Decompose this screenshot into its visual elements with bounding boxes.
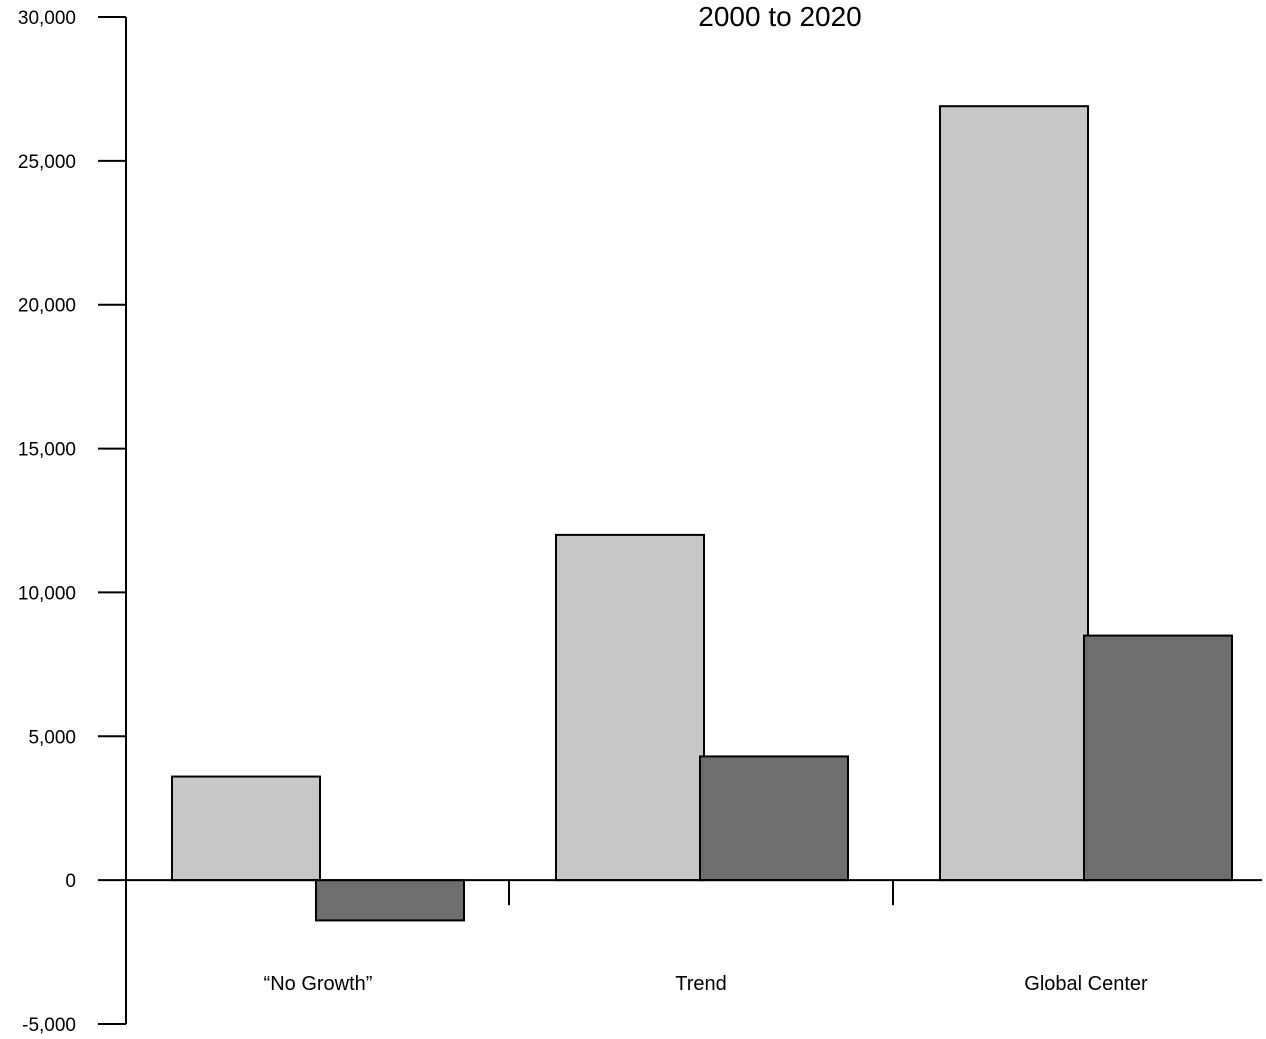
y-tick-label: 5,000 [28, 727, 76, 748]
y-tick-label: 15,000 [18, 440, 76, 461]
y-tick-label: 25,000 [18, 152, 76, 173]
chart-subtitle: 2000 to 2020 [698, 1, 862, 32]
bar-series-2-category-2 [699, 755, 849, 882]
axes-layer: 30,000 25,000 20,000 15,000 10,000 5,000 0 -5,0… [18, 8, 1262, 1036]
y-tick-label: 10,000 [18, 583, 76, 604]
bar-series-2-category-1 [315, 879, 465, 922]
x-category-label: Trend [675, 973, 727, 995]
bar-series-1-category-3 [939, 105, 1089, 882]
x-category-label: “No Growth” [264, 973, 373, 995]
bar-series-1-category-1 [171, 775, 321, 882]
y-tick-label: 30,000 [18, 8, 76, 29]
y-tick-label: 0 [65, 871, 76, 892]
x-category-label: Global Center [1024, 973, 1148, 995]
y-tick-label: -5,000 [22, 1015, 76, 1036]
bar-series-1-category-2 [555, 533, 705, 882]
bar-series-2-category-3 [1083, 634, 1233, 882]
bars-layer [171, 105, 1233, 922]
y-tick-label: 20,000 [18, 296, 76, 317]
